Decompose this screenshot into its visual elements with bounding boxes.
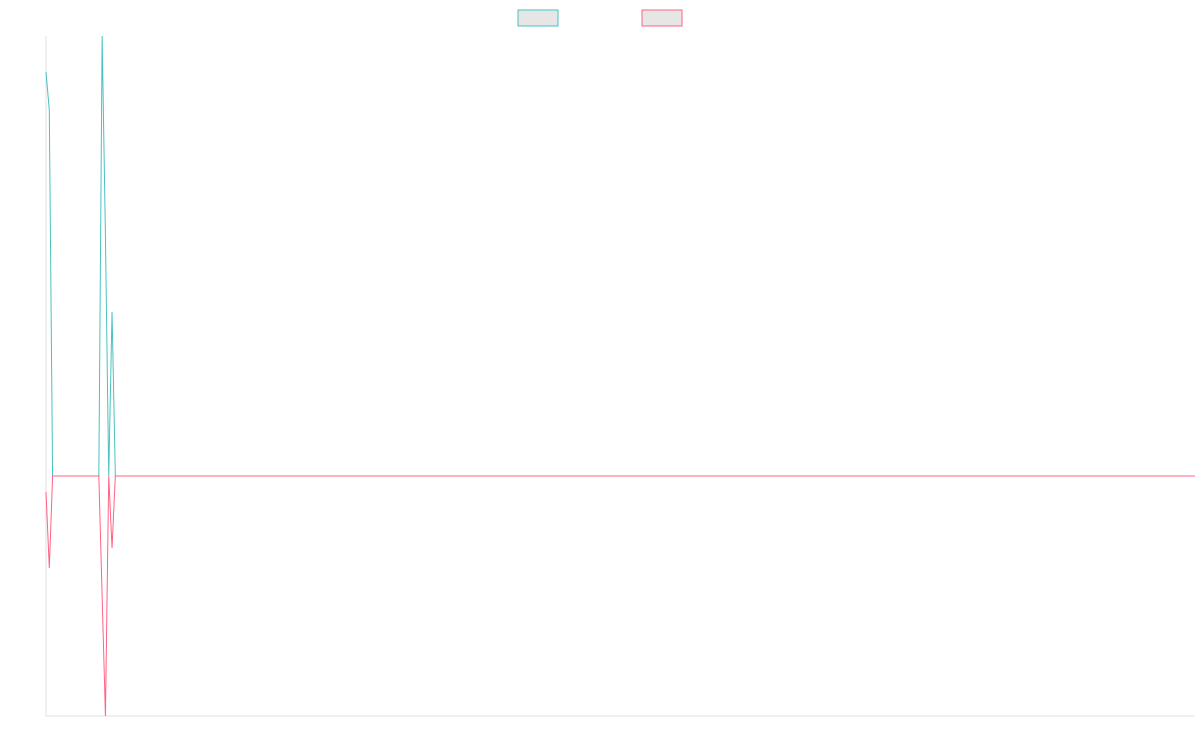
series-line xyxy=(45,475,1195,717)
legend-swatch xyxy=(641,9,683,27)
series-line xyxy=(45,35,1195,477)
legend-swatch xyxy=(517,9,559,27)
